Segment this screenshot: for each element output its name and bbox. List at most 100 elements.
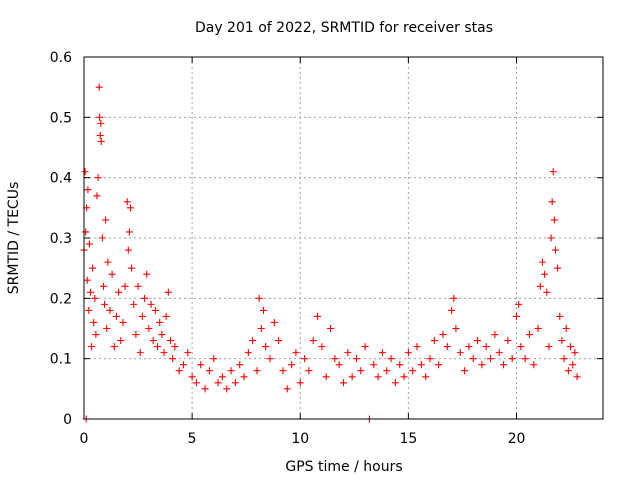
data-point	[103, 325, 111, 332]
data-point	[322, 373, 330, 381]
y-tick-label: 0.4	[50, 171, 72, 187]
data-point	[112, 312, 120, 320]
data-point	[465, 343, 473, 351]
data-point	[97, 137, 105, 145]
data-point	[82, 228, 90, 236]
data-point	[391, 379, 399, 387]
data-point	[175, 367, 183, 375]
data-point	[253, 367, 261, 375]
data-point	[487, 355, 495, 363]
data-point	[90, 318, 98, 326]
data-point	[301, 355, 309, 363]
data-point	[96, 131, 104, 139]
data-point	[292, 349, 300, 357]
data-point	[89, 264, 97, 272]
data-point	[94, 174, 102, 182]
data-point	[469, 355, 477, 363]
data-point	[236, 361, 244, 369]
data-point	[149, 337, 157, 345]
data-point	[567, 343, 575, 351]
data-point	[314, 312, 322, 320]
data-point	[106, 306, 114, 314]
data-point	[495, 349, 503, 357]
data-point	[417, 361, 425, 369]
data-point	[400, 373, 408, 381]
data-point	[134, 282, 142, 290]
data-point	[548, 198, 556, 206]
plot-frame	[83, 56, 604, 420]
data-point	[554, 264, 562, 272]
x-tick-label: 10	[291, 431, 309, 447]
data-point	[340, 379, 347, 387]
data-point	[158, 331, 166, 339]
data-points	[80, 83, 581, 423]
data-point	[218, 373, 226, 381]
data-point	[147, 300, 155, 308]
data-point	[138, 312, 146, 320]
data-point	[549, 168, 557, 176]
data-point	[348, 373, 356, 381]
data-point	[556, 312, 564, 320]
data-point	[240, 373, 248, 381]
data-point	[439, 331, 447, 339]
data-point	[404, 349, 412, 357]
data-point	[96, 113, 104, 121]
data-point	[93, 192, 101, 200]
data-point	[249, 337, 257, 345]
data-point	[288, 361, 296, 369]
data-point	[83, 276, 91, 284]
data-point	[121, 282, 129, 290]
data-point	[85, 240, 93, 248]
data-point	[534, 325, 542, 332]
data-point	[508, 355, 516, 363]
y-tick-label: 0.6	[50, 50, 72, 66]
data-point	[560, 355, 568, 363]
data-point	[102, 216, 110, 224]
data-point	[259, 306, 267, 314]
data-point	[117, 337, 125, 345]
data-point	[387, 355, 395, 363]
data-point	[266, 355, 274, 363]
data-point	[448, 306, 456, 314]
data-point	[145, 325, 153, 332]
data-point	[184, 349, 192, 357]
data-point	[296, 379, 304, 387]
data-point	[383, 367, 391, 375]
data-point	[327, 325, 335, 332]
y-tick-label: 0.5	[50, 110, 72, 126]
data-point	[450, 294, 458, 302]
x-tick-label: 15	[399, 431, 417, 447]
data-point	[128, 264, 136, 272]
data-point	[573, 373, 581, 381]
data-point	[275, 337, 283, 345]
data-point	[335, 361, 343, 369]
data-point	[413, 343, 421, 351]
data-point	[244, 349, 252, 357]
data-point	[562, 325, 570, 332]
data-point	[124, 246, 132, 254]
data-point	[551, 246, 559, 254]
data-point	[422, 373, 430, 381]
data-point	[525, 331, 533, 339]
x-tick-label: 20	[508, 431, 526, 447]
data-point	[564, 367, 572, 375]
data-point	[167, 337, 174, 345]
data-point	[164, 288, 172, 296]
data-point	[426, 355, 434, 363]
data-point	[543, 288, 551, 296]
data-point	[95, 83, 103, 91]
data-point	[409, 367, 417, 375]
data-point	[97, 119, 105, 127]
data-point	[361, 343, 369, 351]
data-point	[521, 355, 529, 363]
data-point	[530, 361, 538, 369]
chart-title: Day 201 of 2022, SRMTID for receiver sta…	[195, 20, 493, 36]
data-point	[478, 361, 486, 369]
data-point	[500, 361, 508, 369]
data-point	[130, 300, 138, 308]
data-point	[156, 318, 164, 326]
data-point	[435, 361, 443, 369]
data-point	[550, 216, 558, 224]
data-point	[169, 355, 177, 363]
